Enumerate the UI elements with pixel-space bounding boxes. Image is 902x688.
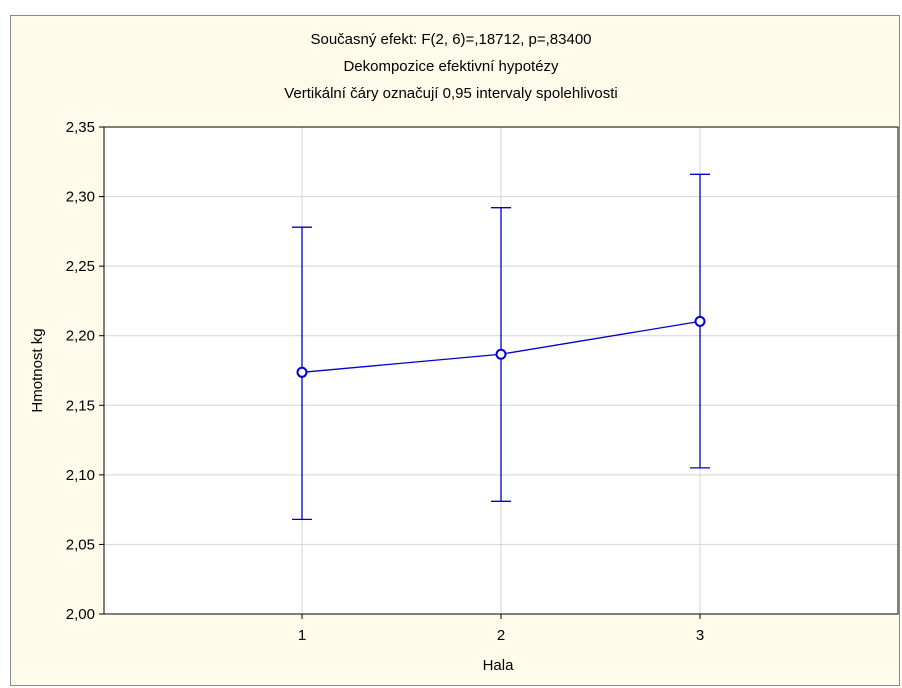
data-point [694, 315, 706, 327]
data-point [296, 366, 308, 378]
x-tick-label: 3 [696, 627, 704, 644]
y-tick-label: 2,25 [66, 258, 95, 275]
y-tick-label: 2,10 [66, 467, 95, 484]
x-axis-label: Hala [483, 657, 515, 674]
y-tick-label: 2,20 [66, 328, 95, 345]
chart-title-line-2: Dekompozice efektivní hypotézy [343, 58, 559, 75]
x-tick-label: 1 [298, 627, 306, 644]
y-tick-label: 2,35 [66, 119, 95, 136]
data-point [495, 348, 507, 360]
y-tick-label: 2,00 [66, 606, 95, 623]
y-tick-label: 2,30 [66, 189, 95, 206]
x-tick-label: 2 [497, 627, 505, 644]
chart-title-line-3: Vertikální čáry označují 0,95 intervaly … [284, 85, 618, 102]
y-tick-label: 2,15 [66, 397, 95, 414]
y-axis-label: Hmotnost kg [29, 328, 46, 412]
chart-title-line-1: Současný efekt: F(2, 6)=,18712, p=,83400 [310, 31, 592, 48]
y-tick-label: 2,05 [66, 536, 95, 553]
